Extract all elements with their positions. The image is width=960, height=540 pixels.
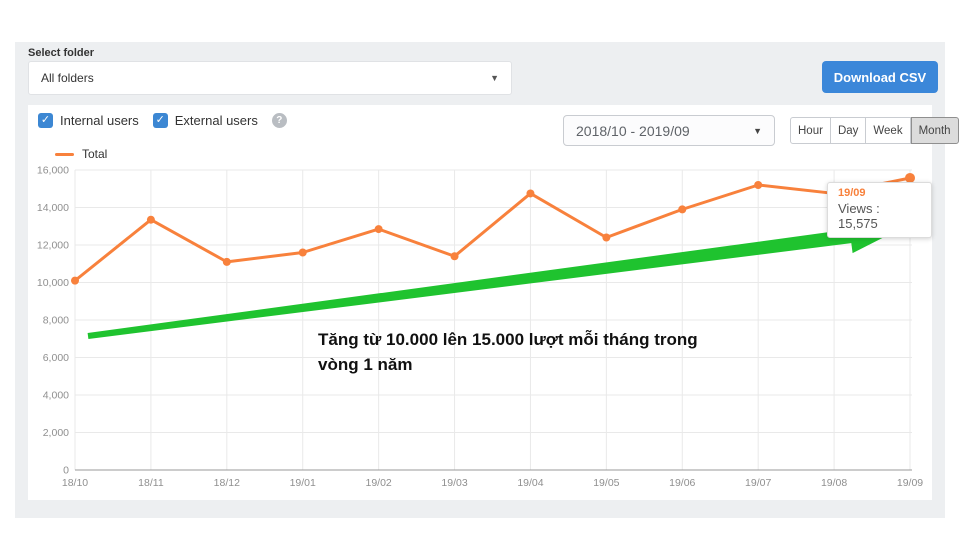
data-point-18-10[interactable]	[71, 276, 79, 285]
growth-arrow	[87, 219, 899, 339]
y-axis-tick-label: 2,000	[43, 427, 69, 439]
y-axis-tick-label: 4,000	[43, 390, 69, 402]
internal-users-label: Internal users	[60, 113, 139, 128]
views-chart: 0 2,000 4,000 6,000 8,000 10,000 12,000 14,000 1…	[37, 165, 923, 490]
date-range-value: 2018/10 - 2019/09	[576, 122, 690, 139]
help-icon[interactable]: ?	[271, 113, 287, 128]
user-filters: ✓ Internal users ✓ External users ?	[38, 113, 287, 128]
granularity-week-button[interactable]: Week	[866, 117, 911, 144]
select-folder-label: Select folder	[28, 47, 95, 59]
x-axis-tick-label: 19/05	[593, 477, 619, 489]
folder-select[interactable]: All folders ▼	[28, 61, 512, 95]
chevron-down-icon: ▼	[490, 73, 499, 83]
legend-line-icon	[55, 152, 74, 156]
folder-select-value: All folders	[41, 71, 94, 85]
total-series-line	[73, 176, 912, 283]
y-axis-tick-label: 10,000	[37, 277, 69, 289]
annotation-text: Tăng từ 10.000 lên 15.000 lượt mỗi tháng…	[318, 330, 698, 374]
x-axis-tick-label: 19/07	[745, 477, 771, 489]
y-axis-tick-label: 8,000	[43, 315, 69, 327]
legend-label: Total	[82, 147, 108, 161]
data-point-19-01[interactable]	[298, 248, 307, 257]
granularity-switcher: Hour Day Week Month	[790, 117, 959, 144]
tooltip-value: 15,575	[838, 216, 878, 231]
data-point-19-05[interactable]	[602, 233, 611, 242]
external-users-label: External users	[174, 113, 258, 128]
data-point-19-03[interactable]	[450, 252, 459, 261]
x-axis-tick-label: 19/08	[821, 477, 847, 489]
legend-item-total[interactable]: Total	[55, 147, 107, 161]
granularity-day-button[interactable]: Day	[830, 117, 867, 144]
x-axis-tick-label: 18/12	[214, 477, 240, 489]
x-axis-tick-label: 19/04	[517, 477, 543, 489]
x-axis-tick-label: 18/10	[62, 477, 88, 489]
x-axis-tick-label: 18/11	[138, 477, 164, 489]
chart-card: ✓ Internal users ✓ External users ? 2018…	[28, 105, 959, 500]
x-axis-tick-label: 19/02	[365, 477, 391, 489]
checkbox-checked-icon: ✓	[152, 113, 168, 128]
y-axis-tick-label: 14,000	[37, 202, 69, 214]
internal-users-checkbox[interactable]: ✓ Internal users	[38, 113, 139, 128]
x-axis-tick-label: 19/06	[669, 477, 695, 489]
x-axis-tick-label: 19/01	[290, 477, 316, 489]
x-axis-tick-label: 19/09	[897, 477, 923, 489]
data-point-19-06[interactable]	[678, 205, 687, 214]
tooltip-views: Views : 15,575	[838, 201, 880, 231]
data-point-19-04[interactable]	[526, 189, 535, 198]
granularity-hour-button[interactable]: Hour	[790, 117, 831, 144]
y-axis-tick-label: 16,000	[37, 165, 69, 177]
download-csv-button[interactable]: Download CSV	[822, 61, 938, 93]
y-axis-tick-label: 0	[63, 465, 69, 477]
analytics-panel: Select folder All folders ▼ Download CSV…	[15, 42, 959, 518]
chart-tooltip: 19/09 Views : 15,575	[827, 182, 932, 238]
x-axis-tick-label: 19/03	[441, 477, 467, 489]
date-range-selector[interactable]: 2018/10 - 2019/09 ▼	[563, 115, 775, 146]
series-group	[71, 172, 915, 285]
growth-arrow-shape	[87, 219, 899, 339]
checkbox-checked-icon: ✓	[38, 113, 53, 128]
data-point-18-12[interactable]	[222, 257, 231, 266]
data-point-19-09[interactable]	[905, 172, 915, 183]
data-point-18-11[interactable]	[146, 215, 155, 224]
external-users-checkbox[interactable]: ✓ External users	[152, 113, 258, 128]
data-point-19-02[interactable]	[374, 225, 383, 234]
axis-group: 0 2,000 4,000 6,000 8,000 10,000 12,000 14,000 1…	[37, 165, 923, 490]
data-point-19-07[interactable]	[754, 181, 763, 189]
tooltip-date: 19/09	[838, 187, 866, 199]
granularity-month-button[interactable]: Month	[910, 117, 959, 144]
y-axis-tick-label: 12,000	[37, 240, 69, 252]
chevron-down-icon: ▼	[753, 125, 762, 136]
y-axis-tick-label: 6,000	[43, 352, 69, 364]
